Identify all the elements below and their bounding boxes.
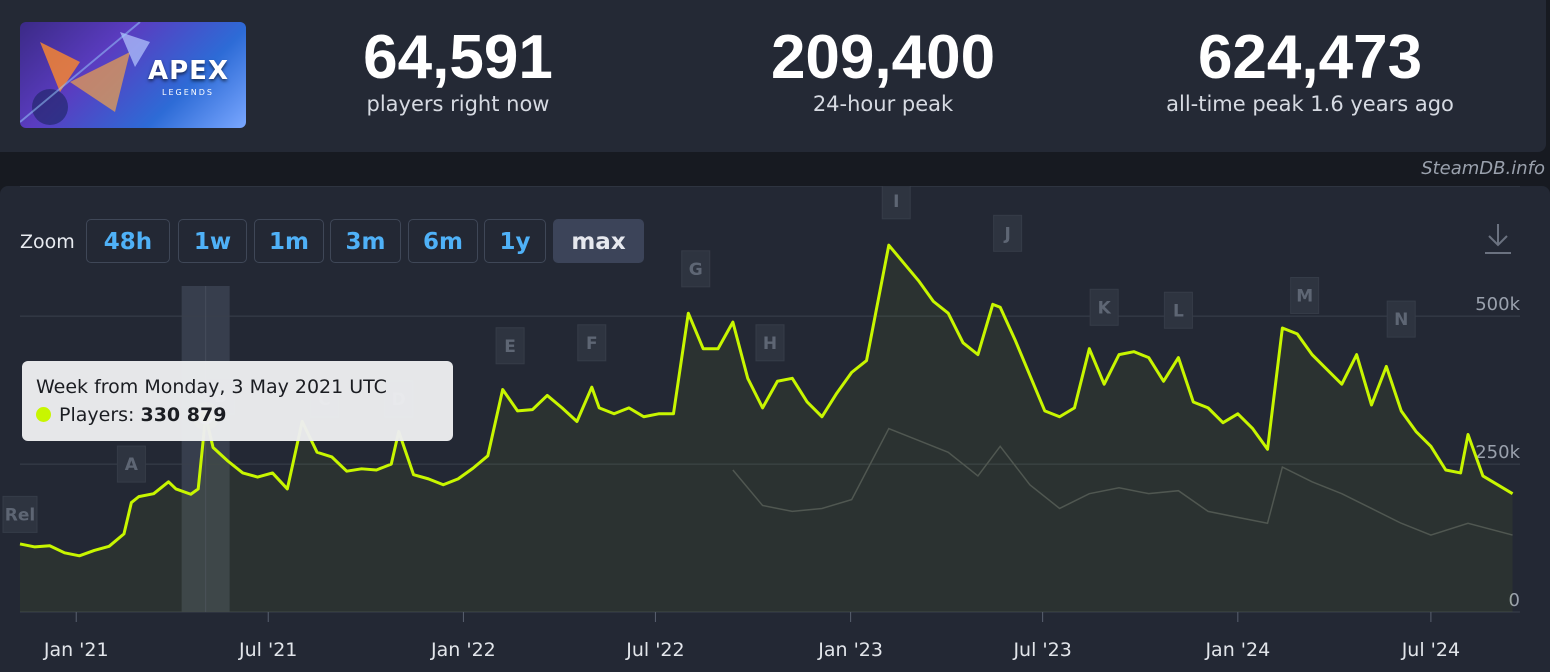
player-chart[interactable]: 0 250k 500k Jan '21 Jul '21 Jan '22 Jul '22 Jan… bbox=[0, 186, 1550, 672]
x-tick-label: Jul '24 bbox=[1401, 639, 1460, 661]
stat-all-time-peak: 624,473 all-time peak 1.6 years ago bbox=[1140, 23, 1480, 117]
stat-24h-peak: 209,400 24-hour peak bbox=[738, 23, 1028, 117]
stats-header: APEX LEGENDS 64,591 players right now 20… bbox=[0, 0, 1546, 152]
zoom-button-48h[interactable]: 48h bbox=[86, 219, 170, 263]
chart-tooltip: Week from Monday, 3 May 2021 UTC Players… bbox=[22, 361, 453, 441]
event-marker-label: Rel bbox=[5, 505, 35, 525]
event-marker-i[interactable] bbox=[881, 186, 911, 220]
zoom-button-max[interactable]: max bbox=[553, 219, 644, 263]
logo-title: APEX bbox=[148, 56, 229, 86]
y-tick-label: 250k bbox=[1475, 442, 1520, 463]
stat-value: 624,473 bbox=[1197, 23, 1423, 92]
event-marker-a[interactable] bbox=[116, 445, 146, 483]
x-tick-label: Jul '21 bbox=[238, 639, 297, 661]
download-icon[interactable] bbox=[1484, 222, 1512, 256]
zoom-button-3m[interactable]: 3m bbox=[330, 219, 401, 263]
zoom-button-1y[interactable]: 1y bbox=[484, 219, 546, 263]
event-marker-label: F bbox=[586, 334, 598, 354]
event-marker-label: G bbox=[689, 260, 703, 280]
event-marker-g[interactable] bbox=[681, 250, 711, 288]
zoom-button-1m[interactable]: 1m bbox=[254, 219, 324, 263]
y-tick-label: 0 bbox=[1509, 590, 1520, 611]
x-tick-label: Jan '23 bbox=[817, 639, 883, 661]
event-marker-rel[interactable] bbox=[2, 495, 38, 533]
tooltip-value: 330 879 bbox=[140, 404, 227, 426]
event-marker-h[interactable] bbox=[755, 324, 785, 362]
event-marker-m[interactable] bbox=[1290, 276, 1320, 314]
event-marker-k[interactable] bbox=[1089, 288, 1119, 326]
stat-value: 64,591 bbox=[363, 23, 553, 92]
steamdb-credit[interactable]: SteamDB.info bbox=[1421, 158, 1545, 179]
x-tick-label: Jan '21 bbox=[43, 639, 109, 661]
x-tick-label: Jul '22 bbox=[625, 639, 684, 661]
x-tick-label: Jan '24 bbox=[1204, 639, 1270, 661]
tooltip-title: Week from Monday, 3 May 2021 UTC bbox=[36, 376, 387, 398]
zoom-label: Zoom bbox=[20, 231, 75, 253]
stat-value: 209,400 bbox=[770, 23, 996, 92]
event-marker-label: J bbox=[1003, 224, 1010, 244]
event-marker-label: I bbox=[893, 192, 899, 212]
zoom-button-6m[interactable]: 6m bbox=[408, 219, 478, 263]
highlight-band bbox=[181, 286, 230, 612]
stat-label: players right now bbox=[366, 92, 550, 116]
x-tick-label: Jan '22 bbox=[430, 639, 496, 661]
stat-label: 24-hour peak bbox=[812, 92, 954, 116]
logo-subtitle: LEGENDS bbox=[162, 88, 214, 97]
event-marker-label: A bbox=[125, 455, 139, 475]
event-marker-label: H bbox=[763, 334, 777, 354]
stat-current-players: 64,591 players right now bbox=[338, 23, 578, 117]
event-marker-label: N bbox=[1394, 310, 1408, 330]
tooltip-series-label: Players: bbox=[59, 404, 135, 426]
series-secondary-line bbox=[732, 427, 1513, 536]
tooltip-row: Players: 330 879 bbox=[36, 404, 226, 426]
series-players-line[interactable] bbox=[19, 243, 1514, 558]
event-marker-e[interactable] bbox=[495, 327, 525, 365]
stat-label: all-time peak 1.6 years ago bbox=[1166, 92, 1454, 116]
event-marker-label: L bbox=[1173, 301, 1184, 321]
event-marker-l[interactable] bbox=[1163, 291, 1193, 329]
event-marker-label: K bbox=[1098, 298, 1112, 318]
event-marker-j[interactable] bbox=[993, 214, 1023, 252]
event-marker-n[interactable] bbox=[1386, 300, 1416, 338]
series-dot bbox=[36, 407, 51, 422]
event-marker-label: E bbox=[504, 337, 516, 357]
y-tick-label: 500k bbox=[1475, 294, 1520, 315]
event-marker-label: M bbox=[1296, 286, 1313, 306]
logo-artwork bbox=[20, 22, 150, 125]
zoom-button-1w[interactable]: 1w bbox=[178, 219, 247, 263]
game-logo[interactable]: APEX LEGENDS bbox=[20, 22, 246, 128]
event-marker-f[interactable] bbox=[577, 324, 607, 362]
x-tick-label: Jul '23 bbox=[1012, 639, 1071, 661]
chart-panel: 0 250k 500k Jan '21 Jul '21 Jan '22 Jul '22 Jan… bbox=[0, 186, 1550, 672]
series-area bbox=[20, 245, 1513, 612]
